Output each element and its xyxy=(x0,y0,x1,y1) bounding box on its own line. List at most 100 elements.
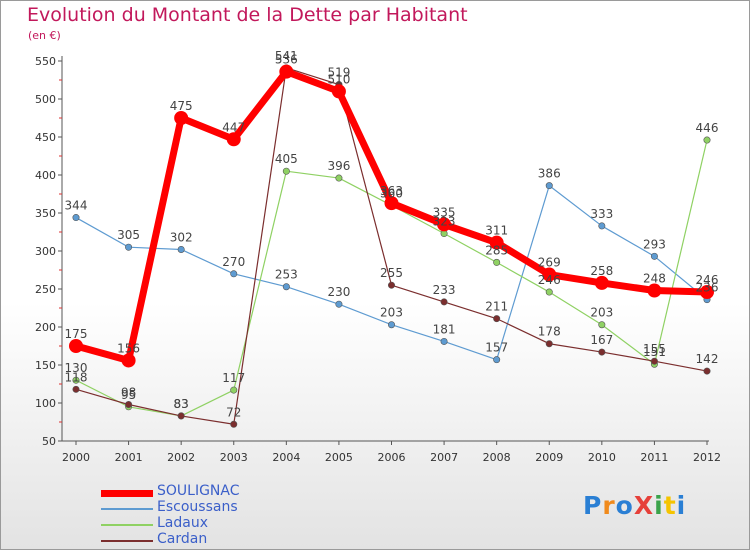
x-tick-label-5: 2005 xyxy=(325,451,353,464)
x-tick-label-7: 2007 xyxy=(430,451,458,464)
data-label-0-8: 311 xyxy=(485,224,508,238)
data-label-3-10: 167 xyxy=(590,333,613,347)
data-label-0-0: 175 xyxy=(65,327,88,341)
data-label-2-9: 246 xyxy=(538,273,561,287)
point-1-11 xyxy=(650,252,658,260)
legend-label-2: Ladaux xyxy=(157,515,209,531)
logo-letter-0: P xyxy=(583,491,603,520)
series-line-3 xyxy=(75,67,708,425)
point-1-8 xyxy=(493,356,501,364)
y-tick-label-0: 50 xyxy=(42,435,56,448)
y-tick-label-10: 550 xyxy=(35,55,56,68)
point-3-8 xyxy=(493,315,501,323)
point-3-7 xyxy=(440,298,448,306)
point-0-5 xyxy=(331,84,346,99)
data-label-2-12: 446 xyxy=(696,121,719,135)
data-label-2-8: 285 xyxy=(485,243,508,257)
logo-letter-2: o xyxy=(615,491,634,520)
point-0-10 xyxy=(594,275,609,290)
data-label-1-6: 203 xyxy=(380,306,403,320)
data-label-2-4: 405 xyxy=(275,152,298,166)
point-2-12 xyxy=(703,136,711,144)
data-label-1-2: 302 xyxy=(170,230,193,244)
data-label-3-7: 233 xyxy=(433,283,456,297)
point-3-1 xyxy=(125,401,133,409)
data-label-2-10: 203 xyxy=(590,306,613,320)
point-1-1 xyxy=(125,243,133,251)
point-2-8 xyxy=(493,258,501,266)
legend-item-3: Cardan xyxy=(101,531,341,547)
data-label-1-10: 333 xyxy=(590,207,613,221)
data-label-3-2: 83 xyxy=(174,397,189,411)
point-1-2 xyxy=(177,245,185,253)
logo-letter-1: r xyxy=(602,491,616,520)
data-label-3-11: 155 xyxy=(643,342,666,356)
data-label-0-1: 156 xyxy=(117,341,140,355)
point-3-12 xyxy=(703,367,711,375)
y-tick-label-2: 150 xyxy=(35,359,56,372)
point-1-9 xyxy=(545,182,553,190)
x-tick-label-1: 2001 xyxy=(115,451,143,464)
y-tick-label-9: 500 xyxy=(35,93,56,106)
point-1-0 xyxy=(72,214,80,222)
point-0-6 xyxy=(384,196,399,211)
data-label-2-5: 396 xyxy=(327,159,350,173)
x-tick-label-8: 2008 xyxy=(483,451,511,464)
chart-title: Evolution du Montant de la Dette par Hab… xyxy=(27,4,468,26)
data-label-1-8: 157 xyxy=(485,341,508,355)
data-label-0-7: 335 xyxy=(433,205,456,219)
legend-label-1: Escoussans xyxy=(157,499,238,515)
point-2-0 xyxy=(72,376,80,384)
x-tick-label-11: 2011 xyxy=(640,451,668,464)
legend-swatch-1 xyxy=(101,508,153,510)
logo-letter-6: i xyxy=(676,491,687,520)
legend-item-2: Ladaux xyxy=(101,515,341,531)
data-label-2-3: 117 xyxy=(222,371,245,385)
point-2-4 xyxy=(282,167,290,175)
x-tick-label-4: 2004 xyxy=(272,451,300,464)
data-label-1-5: 230 xyxy=(327,285,350,299)
x-tick-label-10: 2010 xyxy=(588,451,616,464)
point-3-11 xyxy=(650,357,658,365)
point-2-9 xyxy=(545,288,553,296)
point-1-10 xyxy=(598,222,606,230)
point-0-4 xyxy=(279,64,294,79)
x-tick-label-9: 2009 xyxy=(535,451,563,464)
point-3-3 xyxy=(230,420,238,428)
legend-item-0: SOULIGNAC xyxy=(101,483,341,499)
data-label-2-0: 130 xyxy=(65,361,88,375)
data-label-1-7: 181 xyxy=(433,322,456,336)
point-1-3 xyxy=(230,270,238,278)
y-tick-label-7: 400 xyxy=(35,169,56,182)
logo-letter-3: X xyxy=(633,491,655,520)
data-label-0-9: 269 xyxy=(538,256,561,270)
data-label-2-1: 95 xyxy=(121,388,136,402)
logo-letter-5: t xyxy=(663,491,677,520)
data-label-3-9: 178 xyxy=(538,325,561,339)
point-0-8 xyxy=(489,235,504,250)
proxiti-logo[interactable]: ProXiti xyxy=(583,491,686,520)
data-label-3-3: 72 xyxy=(226,405,241,419)
point-3-6 xyxy=(387,281,395,289)
data-label-0-10: 258 xyxy=(590,264,613,278)
data-label-0-6: 363 xyxy=(380,184,403,198)
legend-label-0: SOULIGNAC xyxy=(157,483,240,499)
data-label-2-2: 83 xyxy=(174,397,189,411)
y-tick-label-4: 250 xyxy=(35,283,56,296)
legend-swatch-0 xyxy=(101,489,153,497)
legend-item-1: Escoussans xyxy=(101,499,341,515)
legend-swatch-3 xyxy=(101,540,153,542)
point-2-10 xyxy=(598,321,606,329)
x-tick-label-6: 2006 xyxy=(378,451,406,464)
point-0-11 xyxy=(647,283,662,298)
data-label-1-9: 386 xyxy=(538,167,561,181)
data-label-0-3: 447 xyxy=(222,120,245,134)
data-label-0-11: 248 xyxy=(643,272,666,286)
point-3-9 xyxy=(545,340,553,348)
data-label-1-1: 305 xyxy=(117,228,140,242)
data-label-3-8: 211 xyxy=(485,300,508,314)
point-2-3 xyxy=(230,386,238,394)
data-label-3-5: 519 xyxy=(327,66,350,80)
